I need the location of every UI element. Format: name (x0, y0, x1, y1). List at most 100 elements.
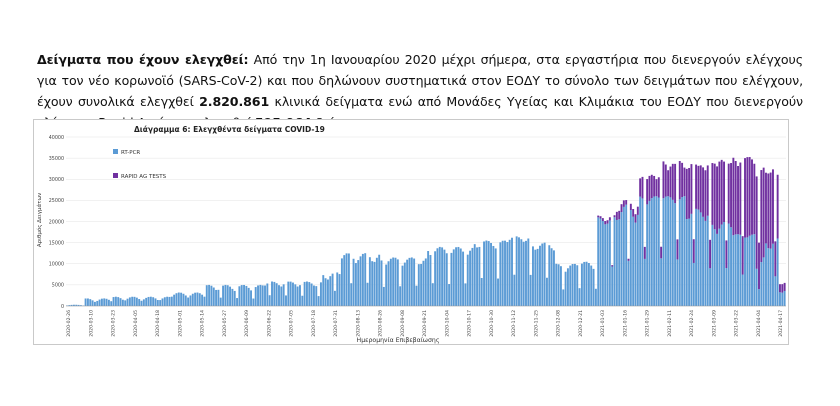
bar-rtpcr (72, 304, 75, 306)
bar-rtpcr (236, 298, 239, 306)
bar-rtpcr (774, 276, 777, 306)
bar-rtpcr (110, 301, 113, 306)
bar-rtpcr (389, 258, 392, 306)
bar-rtpcr (548, 245, 551, 306)
bar-rapid (781, 284, 784, 293)
bar-rtpcr (219, 297, 222, 306)
bar-rtpcr (329, 276, 332, 306)
bar-rtpcr (91, 300, 94, 306)
legend-label-rapid: RAPID AG TESTS (121, 174, 167, 180)
bar-rtpcr (599, 218, 602, 306)
bar-rtpcr (697, 209, 700, 306)
bar-rtpcr (618, 219, 621, 306)
y-tick-label: 15000 (49, 240, 64, 246)
bar-rapid (741, 236, 744, 275)
bar-rapid (718, 161, 721, 229)
bar-rtpcr (732, 235, 735, 306)
bar-rapid (774, 241, 777, 277)
bar-rtpcr (89, 299, 92, 306)
bar-rtpcr (550, 248, 553, 306)
bar-rtpcr (315, 286, 318, 306)
bar-rapid (653, 175, 656, 197)
bar-rtpcr (597, 217, 600, 306)
bar-rtpcr (222, 285, 225, 306)
bar-rtpcr (611, 266, 614, 306)
bar-rtpcr (415, 285, 418, 306)
bar-rapid (783, 282, 786, 291)
bar-rtpcr (403, 262, 406, 306)
bar-rtpcr (455, 247, 458, 306)
bar-rtpcr (755, 268, 758, 306)
chart-frame: Διάγραμμα 6: Ελεγχθέντα δείγματα COVID-1… (33, 119, 789, 345)
x-tick-label: 2020-09-21 (422, 310, 428, 337)
bar-rtpcr (189, 295, 192, 306)
bar-rtpcr (678, 199, 681, 306)
bar-rtpcr (392, 257, 395, 306)
x-tick-label: 2020-04-18 (155, 310, 161, 337)
bar-rtpcr (781, 292, 784, 306)
bar-rtpcr (285, 295, 287, 306)
bar-rtpcr (471, 247, 474, 306)
y-tick-label: 30000 (49, 177, 64, 183)
bar-rtpcr (629, 210, 632, 306)
bar-rapid (732, 157, 735, 236)
bar-rtpcr (420, 264, 423, 306)
bar-rapid (669, 166, 672, 198)
bar-rtpcr (532, 246, 534, 306)
x-tick-label: 2020-08-26 (378, 310, 384, 337)
bar-rapid (639, 178, 642, 197)
bar-rtpcr (753, 234, 756, 306)
bar-rapid (723, 161, 725, 222)
bar-rtpcr (107, 299, 110, 306)
bar-rtpcr (448, 284, 451, 306)
bar-rtpcr (730, 227, 732, 306)
bar-rtpcr (264, 285, 266, 306)
bar-rtpcr (606, 223, 609, 306)
bar-rapid (627, 258, 630, 261)
bar-rtpcr (180, 292, 183, 306)
bar-rtpcr (674, 203, 677, 306)
bar-rtpcr (499, 242, 502, 306)
bar-rtpcr (552, 250, 555, 306)
bar-rtpcr (424, 258, 427, 306)
bar-rapid (727, 163, 730, 224)
bar-rtpcr (205, 285, 208, 306)
bar-rtpcr (690, 213, 693, 306)
bar-rtpcr (100, 298, 103, 306)
bar-rtpcr (464, 283, 467, 306)
bar-rtpcr (466, 254, 469, 306)
bar-rtpcr (685, 219, 688, 306)
bar-rtpcr (485, 240, 488, 306)
bar-rtpcr (266, 283, 269, 306)
bar-rtpcr (657, 197, 660, 306)
bar-rapid (769, 172, 772, 249)
x-tick-label: 2020-06-09 (244, 310, 250, 337)
bar-rtpcr (476, 247, 479, 306)
x-tick-label: 2021-02-11 (667, 310, 673, 337)
bar-rtpcr (254, 287, 257, 306)
bar-rtpcr (233, 290, 236, 306)
x-tick-label: 2020-12-08 (556, 310, 562, 337)
bar-rapid (692, 239, 695, 263)
bar-rtpcr (431, 283, 434, 306)
bar-rtpcr (695, 208, 698, 306)
bar-rtpcr (546, 277, 548, 306)
bar-rapid (606, 220, 609, 224)
bar-rtpcr (145, 297, 148, 306)
bar-rtpcr (322, 275, 325, 306)
bar-rtpcr (625, 204, 628, 306)
bar-rapid (655, 179, 658, 197)
bar-rtpcr (434, 251, 437, 306)
bar-rapid (657, 177, 660, 198)
bar-rapid (683, 167, 686, 197)
bar-rtpcr (268, 295, 271, 306)
bar-rapid (755, 176, 758, 269)
bar-rtpcr (737, 234, 739, 306)
bar-rtpcr (340, 258, 343, 306)
bar-rtpcr (634, 222, 637, 306)
bar-rtpcr (343, 255, 346, 306)
bar-rtpcr (427, 251, 430, 306)
bar-rtpcr (385, 264, 388, 306)
bar-rtpcr (632, 216, 635, 306)
bar-rtpcr (173, 294, 176, 306)
